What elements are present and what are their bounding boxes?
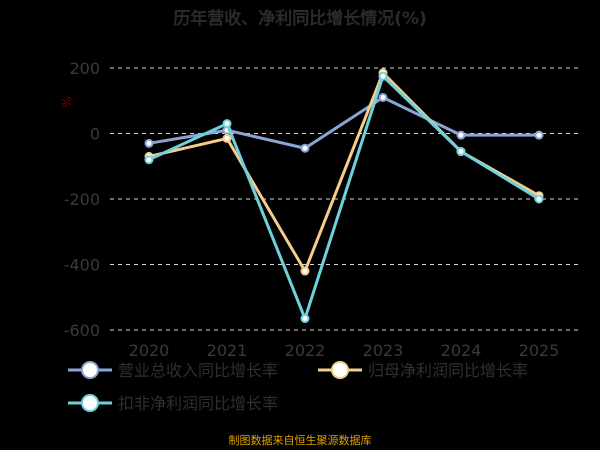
x-tick-label: 2021	[207, 341, 248, 360]
legend-label: 营业总收入同比增长率	[118, 361, 278, 380]
x-tick-label: 2022	[285, 341, 326, 360]
data-point	[378, 92, 388, 102]
legend-item[interactable]: 归母净利润同比增长率	[318, 361, 528, 380]
data-point	[300, 314, 310, 324]
series-line	[148, 71, 540, 273]
y-unit-label: %	[59, 96, 73, 107]
data-point	[222, 133, 232, 143]
data-point	[534, 194, 544, 204]
legend-marker	[331, 361, 349, 379]
data-point	[144, 138, 154, 148]
series-line	[148, 95, 539, 150]
legend-marker	[81, 394, 99, 412]
y-tick-label: -200	[64, 190, 100, 209]
data-point	[222, 119, 232, 129]
x-tick-label: 2025	[519, 341, 560, 360]
series-3	[144, 71, 544, 324]
legend-label: 归母净利润同比增长率	[368, 361, 528, 380]
legend-item[interactable]: 营业总收入同比增长率	[68, 361, 278, 380]
series-2	[144, 68, 544, 276]
data-point	[300, 143, 310, 153]
y-tick-label: -400	[64, 256, 100, 275]
data-point	[456, 147, 466, 157]
y-tick-label: 200	[69, 59, 100, 78]
series-lines	[144, 68, 544, 324]
data-point	[534, 130, 544, 140]
legend-label: 扣非净利润同比增长率	[118, 394, 278, 413]
data-point	[300, 266, 310, 276]
source-note: 制图数据来自恒生聚源数据库	[229, 433, 372, 447]
y-tick-label: -600	[64, 321, 100, 340]
series-line	[148, 74, 540, 321]
x-tick-labels: 2020 2021 2022 2023 2024 2025	[129, 341, 560, 360]
y-tick-labels: 200 0 -200 -400 -600	[64, 59, 100, 340]
chart-title: 历年营收、净利同比增长情况(%)	[173, 8, 427, 29]
data-point	[456, 130, 466, 140]
legend-marker	[81, 361, 99, 379]
x-tick-label: 2024	[441, 341, 482, 360]
y-tick-label: 0	[90, 125, 100, 144]
data-point	[378, 71, 388, 81]
legend-item[interactable]: 扣非净利润同比增长率	[68, 394, 278, 413]
x-tick-label: 2023	[363, 341, 404, 360]
x-tick-label: 2020	[129, 341, 170, 360]
data-point	[144, 155, 154, 165]
